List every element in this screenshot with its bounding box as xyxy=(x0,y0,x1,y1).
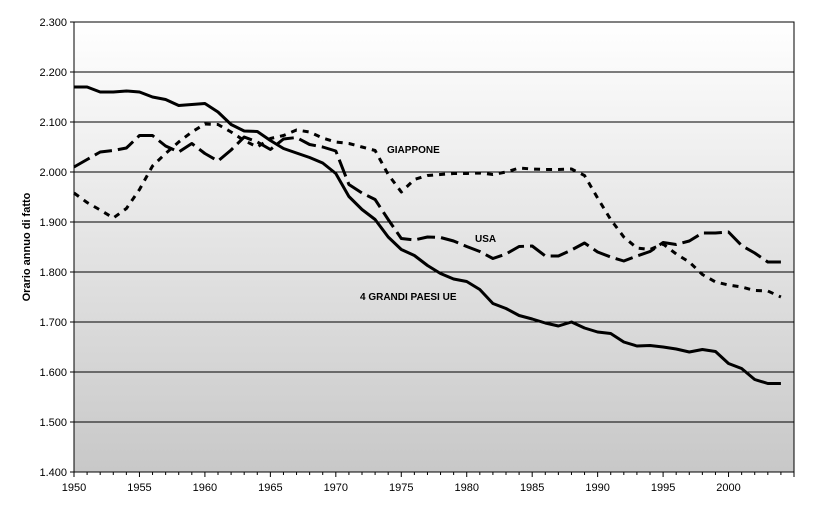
x-tick-label: 1990 xyxy=(585,482,609,494)
y-tick-label: 1.900 xyxy=(39,217,67,229)
x-tick-label: 1995 xyxy=(651,482,675,494)
label-giappone: GIAPPONE xyxy=(387,145,440,156)
y-tick-label: 2.300 xyxy=(39,17,67,29)
x-tick-label: 1980 xyxy=(454,482,478,494)
x-axis-ticks: 1950 1955 1960 1965 1970 1975 1980 1985 1990 1995… xyxy=(62,472,795,494)
series-line-4-grandi-paesi-ue xyxy=(74,85,781,385)
y-tick-label: 2.100 xyxy=(39,117,67,129)
x-tick-label: 2000 xyxy=(716,482,740,494)
y-tick-label: 1.600 xyxy=(39,367,67,379)
x-tick-label: 1975 xyxy=(389,482,413,494)
x-tick-label: 1965 xyxy=(258,482,282,494)
y-tick-label: 1.400 xyxy=(39,467,67,479)
label-4-grandi-paesi-ue: 4 GRANDI PAESI UE xyxy=(360,292,457,303)
series-line-giappone xyxy=(73,122,782,299)
x-tick-label: 1955 xyxy=(127,482,151,494)
x-tick-label: 1960 xyxy=(193,482,217,494)
y-tick-label: 1.800 xyxy=(39,267,67,279)
label-usa: USA xyxy=(475,234,496,245)
x-tick-label: 1970 xyxy=(324,482,348,494)
y-tick-label: 2.200 xyxy=(39,67,67,79)
y-tick-label: 1.500 xyxy=(39,417,67,429)
y-axis-ticks: 1.400 1.500 1.600 1.700 1.800 1.900 2.000 2.100… xyxy=(39,17,74,479)
y-tick-label: 2.000 xyxy=(39,167,67,179)
x-tick-label: 1950 xyxy=(62,482,86,494)
x-tick-label: 1985 xyxy=(520,482,544,494)
gridlines xyxy=(74,71,794,423)
plot-background xyxy=(73,21,795,473)
y-axis-label: Orario annuo di fatto xyxy=(21,192,33,301)
y-tick-label: 1.700 xyxy=(39,317,67,329)
series-lines xyxy=(73,85,782,385)
